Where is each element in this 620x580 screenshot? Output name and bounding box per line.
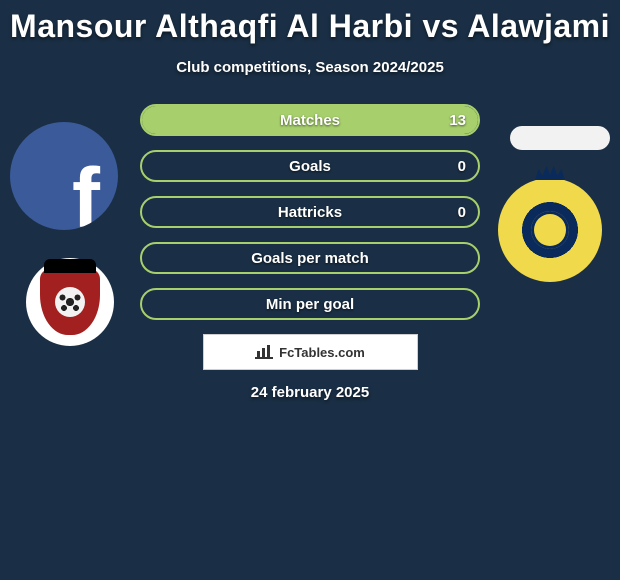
- source-badge-label: FcTables.com: [279, 345, 365, 360]
- club-right-crest: [498, 178, 602, 282]
- al-raed-shield-icon: [40, 269, 100, 335]
- source-badge[interactable]: FcTables.com: [203, 334, 418, 370]
- comparison-card: Mansour Althaqfi Al Harbi vs Alawjami Cl…: [0, 0, 620, 580]
- globe-icon: [531, 211, 569, 249]
- al-nassr-ring-icon: [512, 192, 588, 268]
- soccer-ball-icon: [55, 287, 85, 317]
- stat-value-right: 13: [449, 112, 466, 129]
- crown-icon: [535, 166, 565, 180]
- club-left-crest: [26, 258, 114, 346]
- stat-value-right: 0: [458, 158, 466, 175]
- subtitle: Club competitions, Season 2024/2025: [176, 59, 444, 76]
- page-title: Mansour Althaqfi Al Harbi vs Alawjami: [10, 8, 610, 45]
- player-right-avatar: [510, 126, 610, 150]
- stat-row: Matches 13: [140, 104, 480, 136]
- stat-row: Goals 0: [140, 150, 480, 182]
- facebook-icon: f: [72, 167, 100, 230]
- stat-label: Goals: [289, 158, 331, 175]
- date-label: 24 february 2025: [251, 384, 369, 401]
- stat-row: Goals per match: [140, 242, 480, 274]
- bar-chart-icon: [255, 345, 273, 359]
- stat-label: Goals per match: [251, 250, 369, 267]
- stat-label: Matches: [280, 112, 340, 129]
- stat-row: Min per goal: [140, 288, 480, 320]
- stat-row: Hattricks 0: [140, 196, 480, 228]
- stat-value-right: 0: [458, 204, 466, 221]
- player-left-avatar: f: [10, 122, 118, 230]
- stats-list: Matches 13 Goals 0 Hattricks 0 Goals per…: [140, 104, 480, 320]
- stat-label: Hattricks: [278, 204, 342, 221]
- stat-label: Min per goal: [266, 296, 354, 313]
